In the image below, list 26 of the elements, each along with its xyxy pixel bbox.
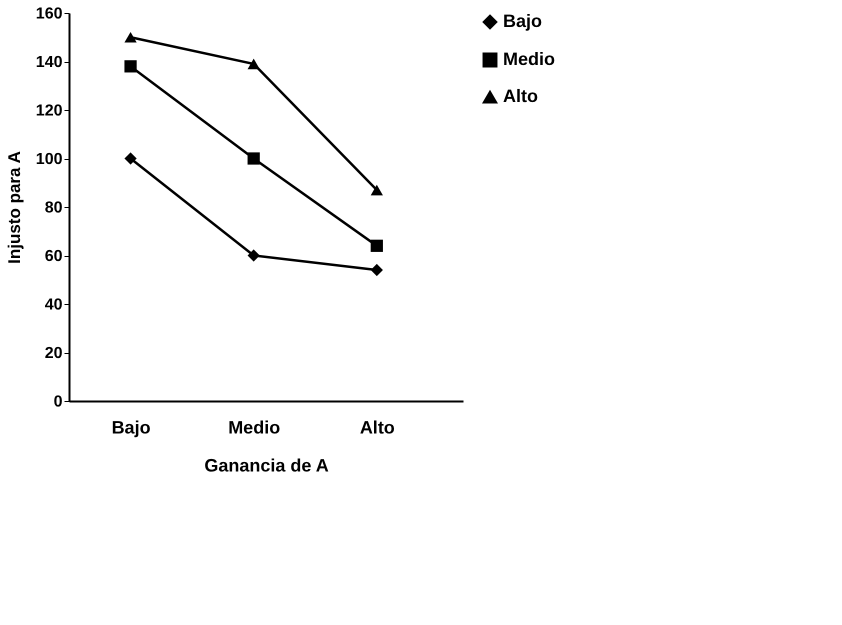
point [248, 152, 260, 165]
y-axis-title: Injusto para A [4, 151, 24, 264]
point [248, 58, 260, 70]
y-tick-label: 0 [54, 394, 63, 410]
y-tick-label: 20 [44, 345, 63, 362]
legend-label: Medio [503, 49, 555, 69]
point [248, 249, 260, 262]
point [370, 184, 383, 196]
y-tick-label: 80 [44, 200, 63, 216]
y-tick-label: 160 [36, 6, 63, 22]
point [370, 240, 383, 252]
point [124, 152, 137, 165]
x-tick-label: Alto [360, 418, 395, 438]
point [370, 264, 383, 276]
y-tick-label: 60 [44, 248, 63, 265]
legend-label: Bajo [503, 11, 542, 31]
y-tick-label: 140 [36, 54, 63, 71]
x-axis-title: Ganancia de A [204, 456, 329, 476]
x-tick-label: Bajo [112, 418, 151, 438]
y-tick-label: 100 [36, 151, 63, 168]
point [124, 60, 137, 72]
point [124, 32, 137, 43]
y-tick-label: 40 [44, 296, 63, 314]
x-tick-label: Medio [228, 418, 280, 438]
y-tick-label: 120 [36, 102, 63, 120]
legend-label: Alto [503, 86, 538, 106]
